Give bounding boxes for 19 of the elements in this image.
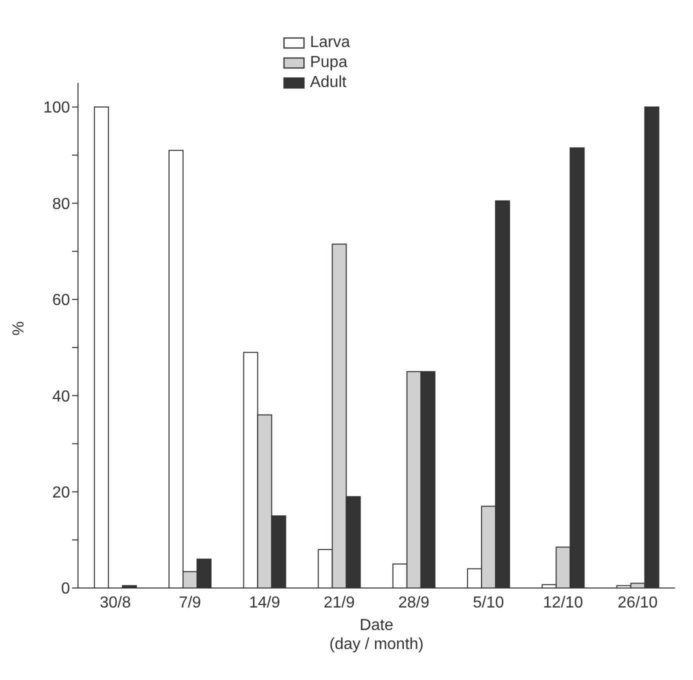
x-tick-label: 28/9 <box>398 594 430 612</box>
y-tick-label: 0 <box>61 580 70 598</box>
x-tick-label: 12/10 <box>543 594 584 612</box>
legend-label: Larva <box>310 33 350 53</box>
x-tick-label: 5/10 <box>472 594 504 612</box>
x-tick-label: 30/8 <box>100 594 131 612</box>
legend-label: Adult <box>310 73 346 93</box>
x-tick-label: 26/10 <box>618 594 658 612</box>
x-tick-label: 21/9 <box>324 594 355 612</box>
y-tick-label: 20 <box>52 484 70 502</box>
legend-label: Pupa <box>310 53 348 73</box>
y-tick-label: 80 <box>52 196 70 213</box>
y-tick-label: 60 <box>52 292 70 310</box>
x-tick-label: 7/9 <box>178 594 202 612</box>
x-tick-label: 14/9 <box>248 594 280 612</box>
y-tick-label: 40 <box>52 388 70 406</box>
x-axis-title: Date (day / month) <box>329 617 424 653</box>
y-axis-title: % <box>10 321 28 336</box>
y-tick-label: 100 <box>43 100 70 117</box>
